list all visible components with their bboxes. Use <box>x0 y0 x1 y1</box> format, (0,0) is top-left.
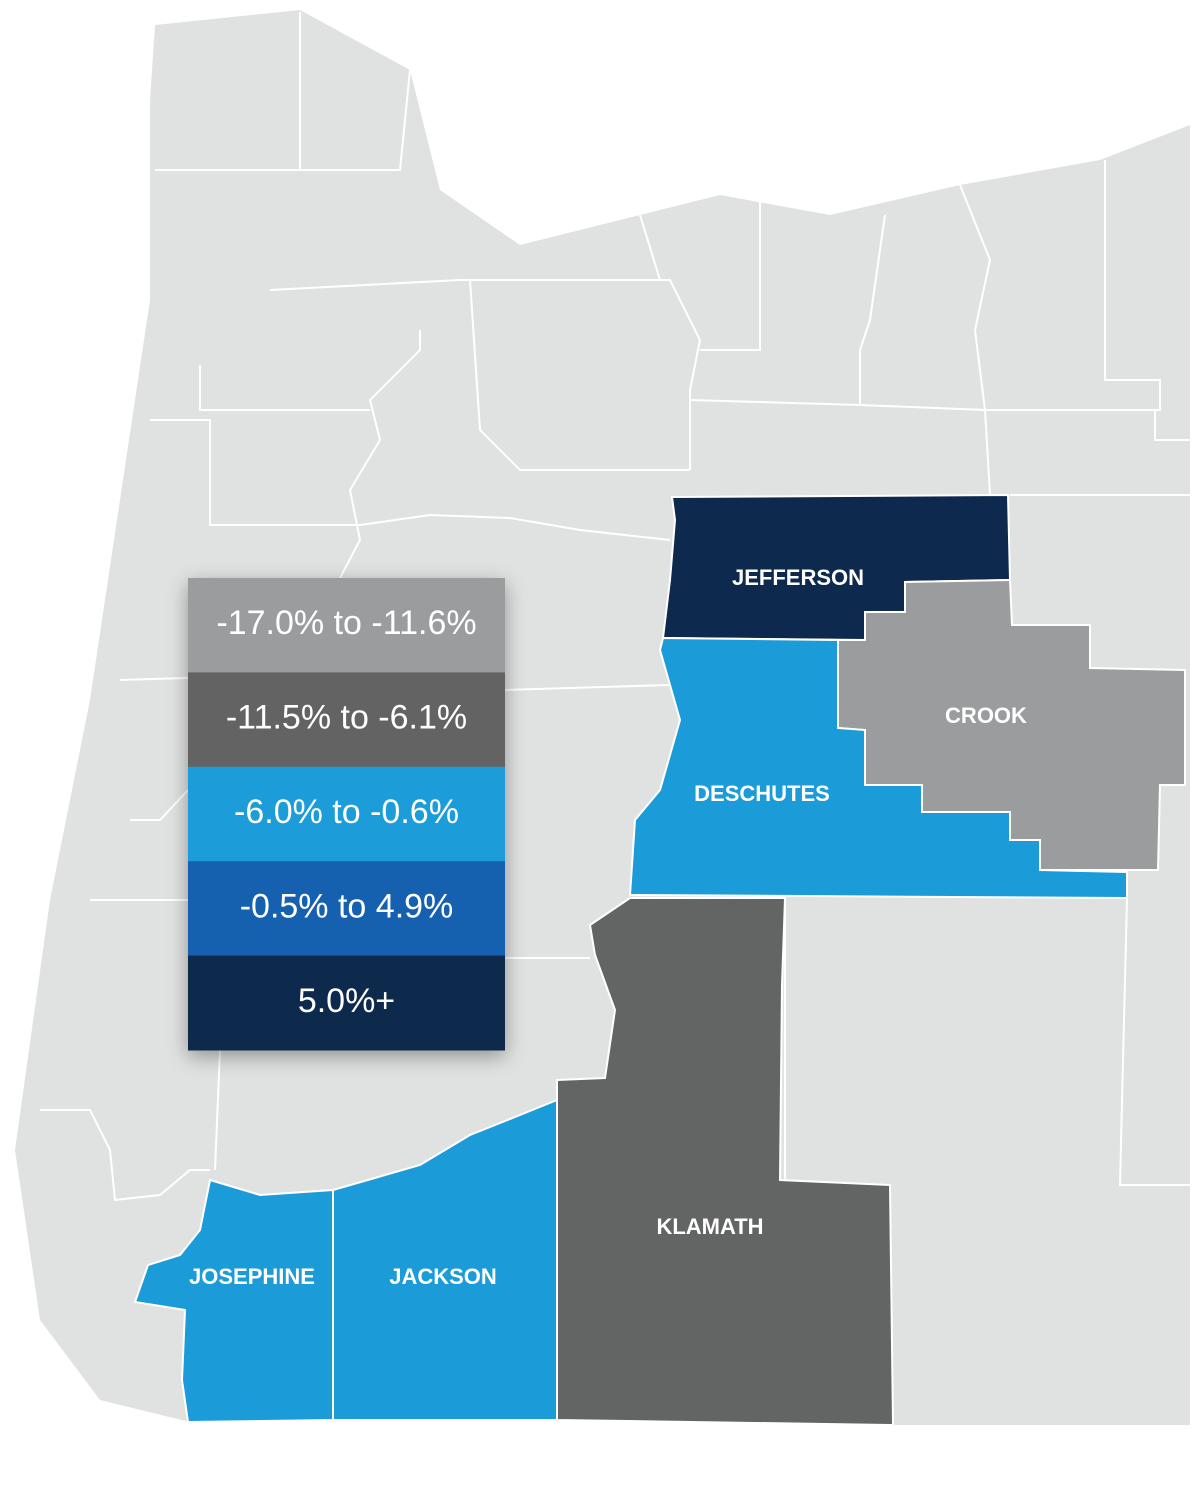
legend-swatch <box>188 861 505 957</box>
legend-swatch <box>188 955 505 1051</box>
county <box>133 1178 334 1424</box>
county <box>332 1098 558 1421</box>
legend <box>188 578 505 1051</box>
legend-label: -0.5% to 4.9% <box>240 887 454 925</box>
county-label: CROOK <box>945 703 1027 728</box>
state-outline <box>15 10 1190 1425</box>
legend-swatch <box>188 672 505 768</box>
county-label: JACKSON <box>389 1264 497 1289</box>
county-label: JEFFERSON <box>732 565 864 590</box>
legend-label: 5.0%+ <box>298 982 395 1020</box>
county <box>628 636 1128 900</box>
legend-swatch <box>188 766 505 862</box>
county-borders <box>40 12 1190 1202</box>
legend-swatch <box>188 578 505 673</box>
counties: JEFFERSON CROOK DESCHUTES KLAMATH JACKSON JOS… <box>133 493 1186 1427</box>
county-label: DESCHUTES <box>694 781 830 806</box>
county-label: JOSEPHINE <box>189 1264 315 1289</box>
legend-label: -11.5% to -6.1% <box>226 699 467 737</box>
county-label: KLAMATH <box>656 1214 763 1239</box>
legend-label: -17.0% to -11.6% <box>216 604 476 642</box>
legend-label: -6.0% to -0.6% <box>234 793 459 831</box>
